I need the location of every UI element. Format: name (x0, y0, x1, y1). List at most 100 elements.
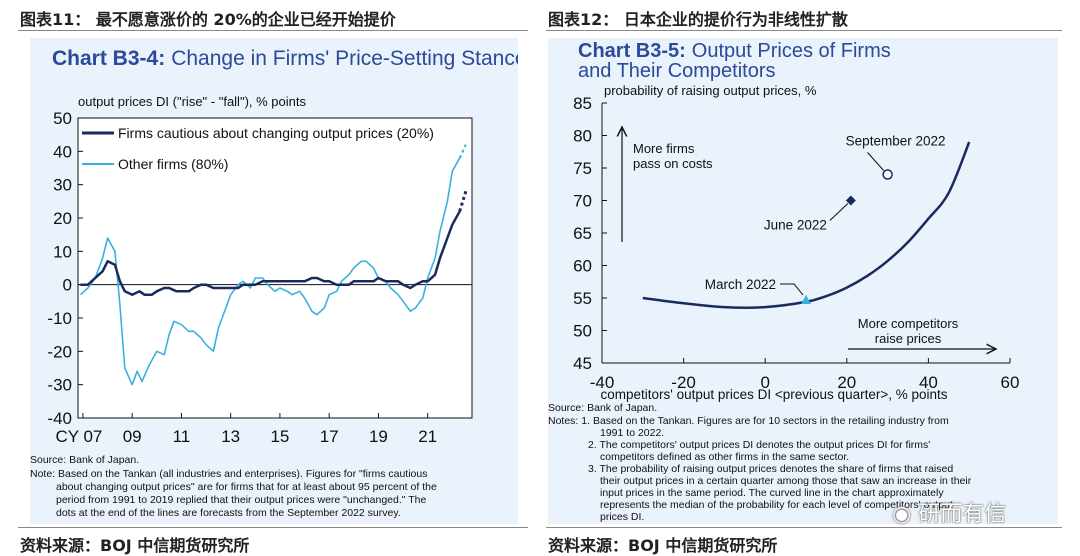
plot-area (77, 117, 473, 419)
y-tick-label: 50 (53, 109, 72, 128)
point-september-2022 (882, 169, 893, 180)
annotation-more-firms-1: More firms (633, 141, 695, 156)
chart-b3-4: Chart B3-4: Change in Firms' Price-Settin… (30, 47, 527, 519)
legend-label-other: Other firms (80%) (118, 156, 228, 172)
point-march-2022 (801, 294, 811, 304)
annotation-more-comp-1: More competitors (858, 316, 959, 331)
y-tick-label: 85 (573, 94, 592, 113)
x-tick-label: 15 (270, 427, 289, 446)
chart-b3-5-xlabel: competitors' output prices DI <previous … (601, 387, 948, 402)
annotation-more-firms-2: pass on costs (633, 156, 713, 171)
note-line-3: 2. The competitors' output prices DI den… (588, 439, 930, 451)
chart-b3-5-title-rest: Output Prices of Firms (692, 40, 891, 62)
median-curve (642, 141, 971, 309)
series-other-firms-line (79, 157, 461, 386)
x-tick-label: 0 (760, 373, 769, 392)
note-line-4: competitors defined as other firms in th… (600, 451, 849, 463)
note-line-2: 1991 to 2022. (600, 427, 664, 439)
note-line-7: input prices in the same period. The cur… (600, 487, 944, 499)
note-line-3: period from 1991 to 2019 replied that th… (56, 494, 426, 506)
figure-11-bottom-rule (18, 527, 528, 528)
figure-11-source: 资料来源：BOJ 中信期货研究所 (20, 536, 250, 555)
x-tick-label: CY 07 (55, 427, 102, 446)
chart-b3-5-panel: Chart B3-5: Output Prices of Firms and Th… (548, 38, 1058, 524)
x-tick-label: 17 (320, 427, 339, 446)
chart-b3-5-title-line-1: Chart B3-5: Output Prices of Firms (578, 40, 891, 62)
y-tick-label: 45 (573, 354, 592, 373)
point-june-2022 (845, 195, 856, 206)
y-tick-label: 50 (573, 322, 592, 341)
chart-b3-4-title-bold: Chart B3-4: (52, 47, 165, 70)
watermark-text: 研而有信 (918, 502, 1007, 527)
annotations: More firms pass on costs More competitor… (622, 127, 996, 349)
chart-b3-5-ylabel: probability of raising output prices, % (604, 83, 817, 98)
note-line-9: prices DI. (600, 511, 644, 523)
x-tick-label: 13 (221, 427, 240, 446)
x-tick-label: -20 (671, 373, 696, 392)
legend: Firms cautious about changing output pri… (82, 125, 434, 172)
chart-b3-5-title-line-2: and Their Competitors (578, 60, 776, 82)
x-tick-label: 11 (173, 427, 191, 446)
note-line-2: about changing output prices" are for fi… (56, 481, 437, 493)
chart-b3-4-ylabel: output prices DI ("rise" - "fall"), % po… (78, 94, 306, 109)
note-line-1: Note: Based on the Tankan (all industrie… (30, 468, 427, 480)
chart-b3-4-title: Chart B3-4: Change in Firms' Price-Settin… (52, 47, 518, 70)
legend-label-cautious: Firms cautious about changing output pri… (118, 125, 434, 141)
note-line-8: represents the median of the probability… (600, 499, 953, 511)
chart-b3-5-notes: Notes: 1. Based on the Tankan. Figures a… (548, 415, 972, 523)
figure-11-top-rule (18, 30, 528, 31)
y-tick-label: 0 (63, 276, 72, 295)
leader-line (829, 203, 849, 221)
y-tick-label: 40 (53, 142, 72, 161)
point-label: March 2022 (705, 277, 776, 292)
y-tick-label: -40 (47, 409, 72, 428)
note-line-1: Notes: 1. Based on the Tankan. Figures a… (548, 415, 949, 427)
leader-line (867, 152, 884, 171)
point-label: September 2022 (846, 134, 946, 149)
figure-11-title: 图表11： 最不愿意涨价的 20%的企业已经开始提价 (20, 6, 396, 30)
point-label: June 2022 (764, 218, 827, 233)
chart-b3-5-title-bold: Chart B3-5: (578, 40, 686, 62)
y-tick-label: 30 (53, 176, 72, 195)
figure-12-bottom-rule (546, 527, 1062, 528)
figure-12-label: 图表12： (548, 10, 619, 29)
y-tick-label: 80 (573, 127, 592, 146)
forecast-other-firms (458, 144, 467, 159)
y-tick-label: 70 (573, 192, 592, 211)
chart-b3-5-source: Source: Bank of Japan. (548, 402, 657, 414)
y-tick-label: 55 (573, 289, 592, 308)
y-tick-label: 65 (573, 224, 592, 243)
chart-b3-4-notes: Note: Based on the Tankan (all industrie… (30, 468, 437, 519)
x-tick-label: 21 (418, 427, 437, 446)
figure-11-label: 图表11： (20, 10, 91, 29)
chart-b3-4-title-rest: Change in Firms' Price-Setting Stance (171, 47, 518, 70)
note-line-4: dots at the end of the lines are forecas… (56, 507, 401, 519)
x-tick-label: -40 (590, 373, 615, 392)
annotation-more-comp-2: raise prices (875, 331, 942, 346)
figure-11-text: 最不愿意涨价的 20%的企业已经开始提价 (95, 10, 396, 29)
figure-12-top-rule (546, 30, 1062, 31)
chart-b3-4-source: Source: Bank of Japan. (30, 454, 139, 466)
x-tick-label: 60 (1001, 373, 1020, 392)
leader-line (780, 283, 804, 296)
figure-12-source: 资料来源：BOJ 中信期货研究所 (548, 536, 778, 555)
y-tick-label: -20 (47, 342, 72, 361)
y-tick-label: 60 (573, 257, 592, 276)
x-tick-label: 40 (919, 373, 938, 392)
wechat-icon: ◉ (892, 502, 912, 527)
x-tick-label: 19 (369, 427, 388, 446)
y-tick-label: 75 (573, 159, 592, 178)
watermark: ◉ 研而有信 (892, 496, 1006, 528)
x-tick-label: 20 (837, 373, 856, 392)
figure-12-text: 日本企业的提价行为非线性扩散 (623, 10, 848, 29)
y-tick-label: 10 (53, 242, 72, 261)
y-tick-label: -30 (47, 376, 72, 395)
y-tick-label: 20 (53, 209, 72, 228)
note-line-6: their output prices in a certain quarter… (600, 475, 972, 487)
chart-b3-5: Chart B3-5: Output Prices of Firms and Th… (548, 40, 1020, 523)
series-cautious-firms-line (80, 210, 461, 296)
figure-12-title: 图表12： 日本企业的提价行为非线性扩散 (548, 6, 848, 30)
chart-b3-4-panel: Chart B3-4: Change in Firms' Price-Settin… (30, 38, 527, 524)
note-line-5: 3. The probability of raising output pri… (588, 463, 953, 475)
x-tick-label: 09 (123, 427, 142, 446)
